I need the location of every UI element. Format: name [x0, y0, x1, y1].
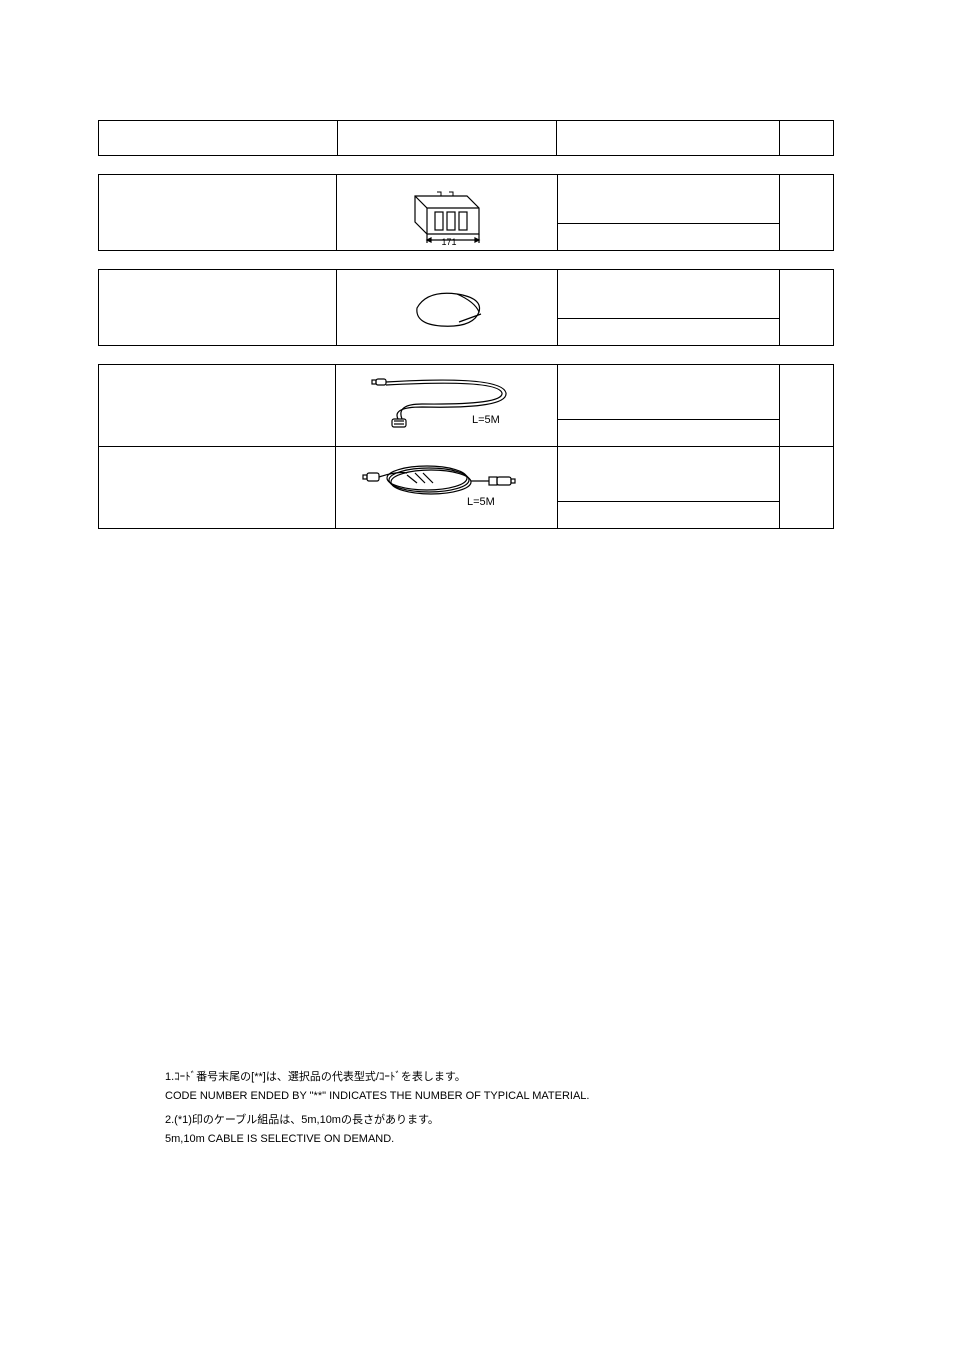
- cable-icon: L=5M: [362, 371, 532, 441]
- parts-table: L=5M: [98, 364, 834, 529]
- cell-qty: [780, 270, 834, 346]
- cell-outline: L=5M: [336, 365, 558, 447]
- note-line: 5m,10m CABLE IS SELECTIVE ON DEMAND.: [165, 1131, 954, 1148]
- cable-length-label: L=5M: [467, 496, 495, 508]
- cell-outline: [336, 270, 557, 346]
- header-description: [556, 121, 779, 156]
- table-row: 171: [99, 175, 834, 224]
- cell-qty: [780, 175, 834, 251]
- cell-desc-top: [557, 175, 779, 224]
- cell-outline: L=5M: [336, 447, 558, 529]
- table-row: L=5M: [99, 447, 834, 502]
- cell-desc-bottom: [557, 319, 779, 346]
- parts-table: [98, 120, 834, 156]
- cell-qty: [780, 447, 834, 529]
- pouch-icon: [387, 278, 507, 338]
- cell-name: [99, 270, 337, 346]
- table-row: [99, 270, 834, 319]
- cell-desc-top: [558, 365, 780, 420]
- note-line: 2.(*1)印のケーブル組品は、5m,10mの長さがあります。: [165, 1112, 954, 1129]
- cable-coil-icon: L=5M: [357, 453, 537, 523]
- cell-desc-bottom: [558, 502, 780, 529]
- cell-qty: [780, 365, 834, 447]
- box-icon: 171: [387, 178, 507, 248]
- note-line: CODE NUMBER ENDED BY "**" INDICATES THE …: [165, 1088, 954, 1105]
- cell-desc-bottom: [558, 420, 780, 447]
- parts-table: [98, 269, 834, 346]
- header-outline: [337, 121, 556, 156]
- header-name: [99, 121, 338, 156]
- header-qty: [779, 121, 833, 156]
- cell-name: [99, 175, 337, 251]
- parts-table: 171: [98, 174, 834, 251]
- cell-desc-top: [557, 270, 779, 319]
- notes-block: 1.ｺｰﾄﾞ番号末尾の[**]は、選択品の代表型式/ｺｰﾄﾞを表します。 COD…: [165, 1069, 954, 1147]
- table-row: L=5M: [99, 365, 834, 420]
- cell-name: [99, 365, 336, 447]
- table-header-row: [99, 121, 834, 156]
- cell-outline: 171: [336, 175, 557, 251]
- cell-desc-top: [558, 447, 780, 502]
- cable-length-label: L=5M: [472, 414, 500, 426]
- note-line: 1.ｺｰﾄﾞ番号末尾の[**]は、選択品の代表型式/ｺｰﾄﾞを表します。: [165, 1069, 954, 1086]
- cell-desc-bottom: [557, 224, 779, 251]
- cell-name: [99, 447, 336, 529]
- dim-label: 171: [441, 237, 456, 247]
